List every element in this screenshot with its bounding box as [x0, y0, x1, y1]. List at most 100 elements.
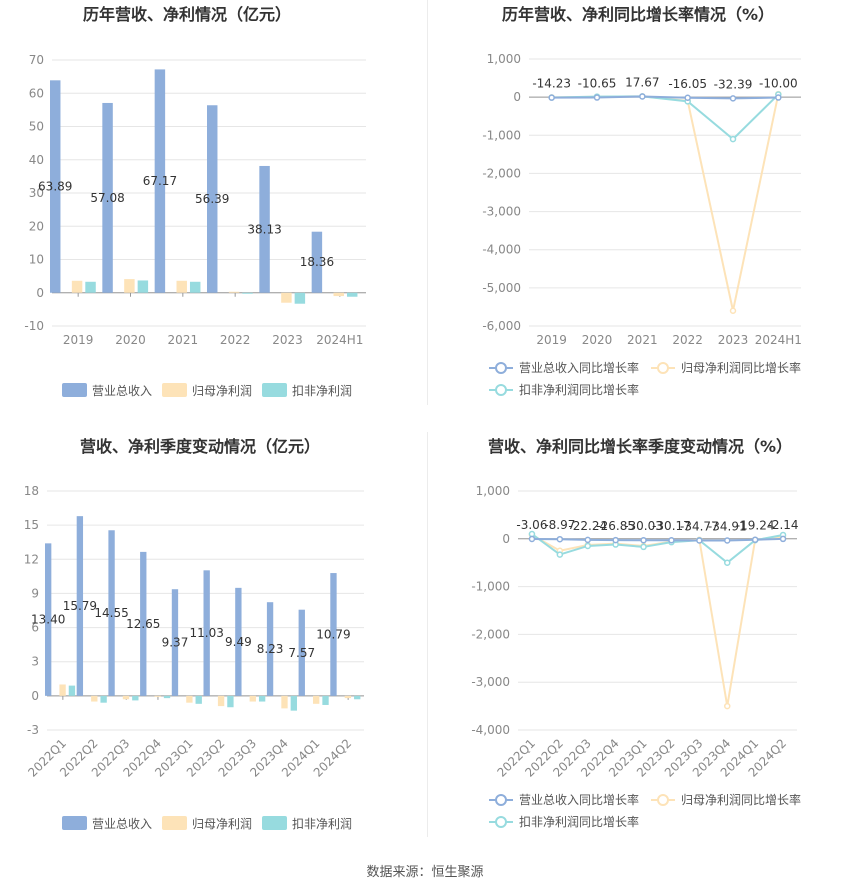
vertical-divider-bottom [427, 432, 428, 837]
data-label: 63.89 [38, 180, 72, 194]
bar-deducted-profit [242, 292, 253, 294]
data-label: -10.65 [578, 77, 617, 91]
bar-net-profit [281, 695, 288, 709]
y-tick-label: 10 [29, 253, 44, 267]
data-label: -34.77 [680, 519, 719, 533]
data-point [684, 94, 691, 102]
annual-growth-rate-panel: 历年营收、净利同比增长率情况（%） -6,000 -5,000 -4,000 -3,00… [425, 0, 850, 430]
legend-label: 归母净利润同比增长率 [681, 360, 801, 375]
y-tick-label: -5,000 [482, 281, 521, 295]
y-tick-label: 70 [29, 53, 44, 67]
bar-revenue [207, 105, 218, 293]
data-label: -3.06 [516, 518, 547, 532]
data-label: 13.40 [31, 613, 65, 627]
y-tick-label: 30 [29, 186, 44, 200]
bar-revenue [266, 602, 274, 696]
data-label: -16.05 [668, 77, 707, 91]
y-tick-label: 12 [24, 552, 39, 566]
data-label: 38.13 [247, 222, 281, 236]
data-point [640, 536, 647, 544]
data-point [729, 307, 737, 314]
data-label: 10.79 [316, 627, 350, 641]
legend-swatch [162, 383, 187, 397]
legend-marker [495, 794, 507, 806]
bar-net-profit [217, 695, 225, 707]
legend-label: 营业总收入同比增长率 [519, 360, 639, 375]
bar-net-profit [249, 695, 256, 702]
y-tick-label: -2,000 [471, 627, 510, 641]
data-label: 17.67 [625, 75, 659, 89]
data-point [639, 93, 646, 100]
data-label: 18.36 [300, 255, 334, 269]
bar-deducted-profit [100, 695, 107, 703]
legend-label: 营业总收入 [92, 384, 152, 398]
data-point [668, 536, 675, 544]
chart-title: 营收、净利季度变动情况（亿元） [80, 437, 320, 456]
x-tick-label: 2022 [220, 333, 251, 347]
x-tick-label: 2024H1 [316, 333, 363, 347]
data-source-note: 数据来源：恒生聚源 [366, 865, 484, 880]
data-point [775, 94, 782, 101]
legend-label: 扣非净利润 [292, 384, 352, 398]
data-label: -30.17 [652, 519, 691, 533]
y-tick-label: 1,000 [487, 52, 521, 66]
x-tick-label: 2020 [582, 333, 613, 347]
bar-deducted-profit [294, 292, 306, 304]
annual-revenue-profit-chart: 历年营收、净利情况（亿元） -10 0 10 20 30 40 50 60 70 2019 2020 2… [24, 5, 366, 398]
data-point [612, 536, 619, 544]
y-tick-label: -4,000 [471, 723, 510, 737]
data-label: 7.57 [288, 646, 315, 660]
data-point [584, 542, 591, 550]
chart-title: 营收、净利同比增长率季度变动情况（%） [488, 437, 792, 456]
chart-title: 历年营收、净利同比增长率情况（%） [502, 5, 774, 24]
y-tick-label: -6,000 [482, 319, 521, 333]
bar-net-profit [228, 291, 240, 293]
quarterly-revenue-profit-panel: 营收、净利季度变动情况（亿元） -3 0 3 6 9 12 15 18 2022Q1 2022Q2 2… [0, 430, 425, 860]
bar-net-profit [122, 695, 130, 700]
y-tick-label: 3 [31, 655, 39, 669]
bar-deducted-profit [68, 685, 76, 696]
y-tick-label: 0 [502, 532, 510, 546]
bar-revenue [298, 609, 305, 696]
x-tick-label: 2020 [115, 333, 146, 347]
bar-net-profit [71, 280, 83, 293]
data-point [556, 535, 564, 543]
quarterly-growth-rate-panel: 营收、净利同比增长率季度变动情况（%） -4,000 -3,000 -2,000 -1,… [425, 430, 850, 860]
legend-label: 归母净利润同比增长率 [681, 792, 801, 807]
series-line-revenue-growth [551, 95, 779, 100]
legend-marker [657, 362, 669, 374]
bar-revenue [154, 69, 166, 293]
bar-net-profit [281, 292, 292, 303]
data-point [751, 536, 759, 543]
legend-marker [495, 362, 507, 374]
vertical-divider-top [427, 0, 428, 405]
data-label: 57.08 [90, 191, 124, 205]
data-label: -30.03 [624, 519, 663, 533]
bar-revenue [311, 231, 323, 293]
data-point [779, 535, 787, 543]
bar-deducted-profit [163, 695, 171, 699]
bar-revenue [171, 589, 179, 696]
data-label: -19.24 [736, 519, 775, 533]
data-label: -26.85 [596, 519, 635, 533]
data-point [724, 559, 731, 566]
data-label: -22.24 [568, 519, 607, 533]
data-label: 12.65 [126, 617, 160, 631]
x-tick-label: 2024H1 [755, 333, 802, 347]
y-tick-label: 1,000 [476, 484, 510, 498]
y-tick-label: -3,000 [471, 675, 510, 689]
data-point [729, 135, 737, 143]
x-tick-label: 2021 [627, 333, 658, 347]
legend-swatch [62, 383, 87, 397]
data-label: -14.23 [532, 77, 571, 91]
y-tick-label: 0 [513, 90, 521, 104]
data-point [556, 551, 564, 558]
bar-net-profit [344, 695, 352, 699]
bar-net-profit [91, 695, 98, 702]
y-tick-label: 18 [24, 484, 39, 498]
bar-revenue [235, 587, 242, 696]
legend-label: 营业总收入 [92, 817, 152, 831]
data-point [724, 537, 731, 544]
y-tick-label: -10 [24, 319, 44, 333]
annual-growth-rate-chart: 历年营收、净利同比增长率情况（%） -6,000 -5,000 -4,000 -3,00… [482, 5, 802, 397]
